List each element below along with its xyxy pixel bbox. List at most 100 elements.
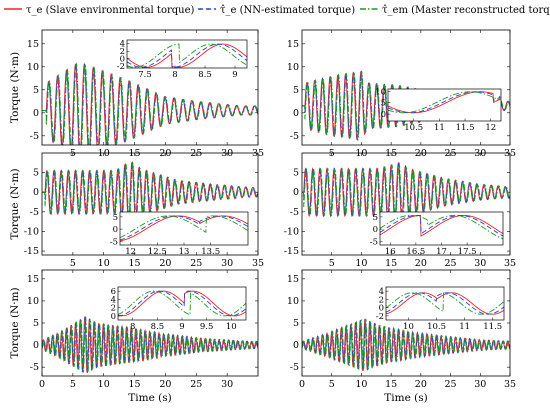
series-line-3 <box>42 161 258 225</box>
x-tick-label: 10 <box>98 379 110 390</box>
x-tick-label: 35 <box>504 258 516 269</box>
inset: 16 16.5 17 17.5 -5 0 5 <box>370 211 504 257</box>
inset-x-tick-label: 16 <box>385 247 396 257</box>
x-tick-label: 15 <box>385 258 397 269</box>
legend: τ_e (Slave environmental torque) τ̂_e (NN… <box>4 5 550 16</box>
inset-series-2 <box>388 91 501 114</box>
x-tick-label: 20 <box>159 258 171 269</box>
y-tick-label: -15 <box>24 246 39 257</box>
inset-y-tick-label: -5 <box>110 237 118 247</box>
inset-y-tick-label: 4 <box>120 40 125 50</box>
inset-series-3 <box>120 215 248 239</box>
x-tick-label: 15 <box>129 258 141 269</box>
axes-frame <box>41 29 259 146</box>
inset-series-2 <box>386 292 504 315</box>
y-tick-label: -5 <box>290 362 299 373</box>
inset-series-2 <box>118 290 246 317</box>
inset-frame <box>117 286 247 321</box>
inset-y-tick-label: 0 <box>111 312 116 322</box>
y-tick-label: 5 <box>293 318 299 329</box>
y-tick-label: -5 <box>30 131 39 142</box>
y-tick-label: 5 <box>293 168 299 179</box>
inset-x-tick-label: 10.5 <box>427 322 446 332</box>
series-line-3 <box>42 316 258 373</box>
inset-x-tick-label: 11 <box>434 123 445 133</box>
inset-y-tick-label: 4 <box>379 287 384 297</box>
x-tick-label: 30 <box>474 258 486 269</box>
inset-x-tick-label: 11.5 <box>483 322 502 332</box>
inset-y-tick-label: 4 <box>111 295 116 305</box>
x-tick-label: 0 <box>39 379 45 390</box>
y-tick-label: 5 <box>293 85 299 96</box>
inset-y-tick-label: -2 <box>376 312 384 322</box>
y-tick-label: 0 <box>33 187 39 198</box>
inset-x-tick-label: 9 <box>232 70 237 80</box>
axes-frame <box>301 29 511 146</box>
inset-x-tick-label: 10 <box>226 322 237 332</box>
inset-y-tick-label: 0 <box>113 225 118 235</box>
y-tick-label: 15 <box>287 274 299 285</box>
y-tick-label: 10 <box>27 296 39 307</box>
inset-y-tick-label: 2 <box>379 295 384 305</box>
inset-series-3 <box>388 91 501 114</box>
y-tick-label: 15 <box>287 39 299 50</box>
inset-series-1 <box>118 290 246 317</box>
legend-label: τ̂_em (Master reconstructed torque) <box>382 5 550 16</box>
y-tick-label: 15 <box>27 274 39 285</box>
inset-bg <box>127 40 247 68</box>
x-tick-label: 10 <box>355 258 367 269</box>
inset: 12 12.5 13 13.5 -5 0 5 <box>110 211 249 257</box>
y-tick-label: 0 <box>33 108 39 119</box>
y-tick-label: 5 <box>33 85 39 96</box>
inset-y-tick-label: -5 <box>370 237 378 247</box>
y-tick-label: -10 <box>24 226 39 237</box>
x-tick-label: 5 <box>70 379 76 390</box>
inset-x-tick-label: 10 <box>403 322 414 332</box>
legend-label: τ_e (Slave environmental torque) <box>26 5 195 16</box>
y-tick-label: 0 <box>33 340 39 351</box>
x-tick-label: 30 <box>221 379 233 390</box>
inset-series-3 <box>118 290 246 317</box>
inset-x-tick-label: 12 <box>485 123 496 133</box>
inset-series-1 <box>386 292 504 315</box>
x-tick-label: 20 <box>415 258 427 269</box>
y-tick-label: 5 <box>33 318 39 329</box>
series-line-3 <box>302 318 510 373</box>
inset-frame <box>385 286 505 321</box>
inset: 10.5 11 11.5 12 05 10 <box>375 87 502 133</box>
inset-series-3 <box>127 43 247 68</box>
y-tick-label: 0 <box>293 340 299 351</box>
x-axis-label: Time (s) <box>128 392 171 404</box>
axes-frame <box>301 152 511 256</box>
inset-frame <box>126 39 248 69</box>
x-axis-label: Time (s) <box>384 392 427 404</box>
inset-series-1 <box>120 215 248 242</box>
inset-x-tick-label: 17 <box>436 247 447 257</box>
inset-y-tick-label: 0 <box>381 110 386 120</box>
inset-series-2 <box>380 214 503 237</box>
y-tick-label: -5 <box>30 207 39 218</box>
y-axis-label: Torque (N·m) <box>9 168 21 239</box>
inset-y-tick-label: 5 <box>381 99 386 109</box>
inset-x-tick-label: 7.5 <box>138 70 152 80</box>
x-tick-label: 20 <box>159 379 171 390</box>
inset-y-tick-label: 2 <box>120 47 125 57</box>
inset-y-tick-label: 2 <box>111 304 116 314</box>
inset-series-3 <box>386 292 504 315</box>
x-tick-label: 25 <box>445 258 457 269</box>
inset-x-tick-label: 9 <box>179 322 184 332</box>
x-tick-label: 15 <box>129 379 141 390</box>
inset-series-1 <box>127 43 247 68</box>
y-tick-label: -5 <box>290 131 299 142</box>
axes-frame <box>41 152 259 256</box>
inset-x-tick-label: 17.5 <box>458 247 477 257</box>
inset-x-tick-label: 12 <box>125 247 136 257</box>
y-axis-label: Torque (N·m) <box>9 52 21 123</box>
y-tick-label: 0 <box>293 108 299 119</box>
